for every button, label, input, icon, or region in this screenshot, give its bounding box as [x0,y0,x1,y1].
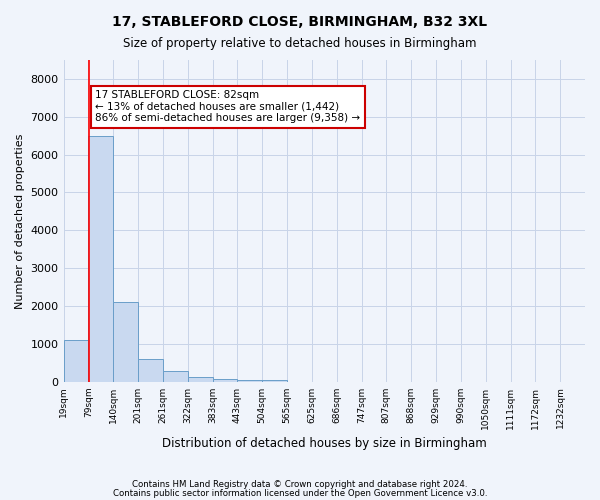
Bar [212,379,238,382]
Bar [138,359,163,382]
Bar [238,380,262,382]
Text: Contains HM Land Registry data © Crown copyright and database right 2024.: Contains HM Land Registry data © Crown c… [132,480,468,489]
Bar [88,136,113,382]
Text: 17, STABLEFORD CLOSE, BIRMINGHAM, B32 3XL: 17, STABLEFORD CLOSE, BIRMINGHAM, B32 3X… [112,15,488,29]
Text: Contains public sector information licensed under the Open Government Licence v3: Contains public sector information licen… [113,488,487,498]
Bar [64,340,88,382]
X-axis label: Distribution of detached houses by size in Birmingham: Distribution of detached houses by size … [162,437,487,450]
Y-axis label: Number of detached properties: Number of detached properties [15,133,25,308]
Bar [188,377,212,382]
Text: 17 STABLEFORD CLOSE: 82sqm
← 13% of detached houses are smaller (1,442)
86% of s: 17 STABLEFORD CLOSE: 82sqm ← 13% of deta… [95,90,361,124]
Text: Size of property relative to detached houses in Birmingham: Size of property relative to detached ho… [123,38,477,51]
Bar [262,380,287,382]
Bar [163,371,188,382]
Bar [113,302,138,382]
